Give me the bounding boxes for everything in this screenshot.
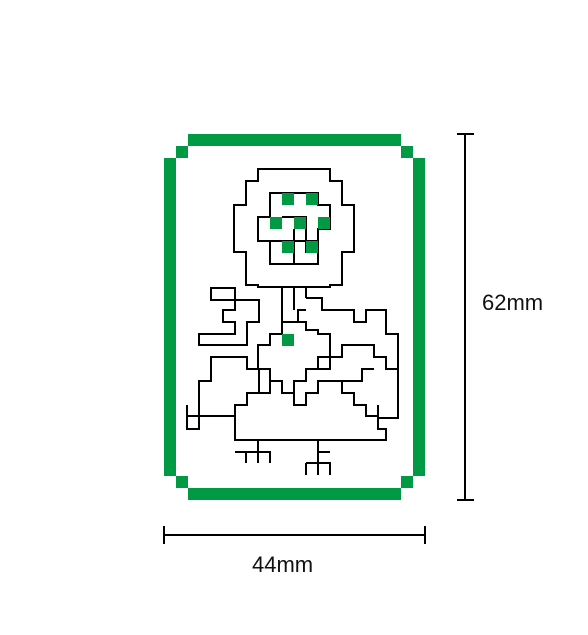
height-label: 62mm (482, 290, 543, 315)
height-dimension (457, 133, 474, 501)
width-label: 44mm (252, 552, 313, 577)
width-dimension (163, 526, 426, 544)
pixel-flower-icon (233, 168, 355, 322)
card-frame (164, 134, 425, 500)
pixel-bird-icon (186, 287, 399, 475)
